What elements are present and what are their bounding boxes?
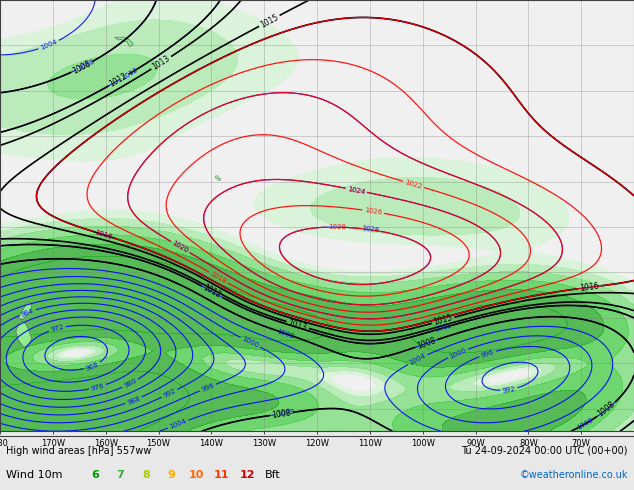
Text: 6: 6	[91, 470, 99, 480]
Text: 972: 972	[50, 324, 65, 333]
Text: 1008: 1008	[71, 59, 93, 75]
Text: 1000: 1000	[449, 347, 467, 360]
Text: 1015: 1015	[259, 12, 280, 29]
Text: 1008: 1008	[416, 336, 437, 351]
Text: ©weatheronline.co.uk: ©weatheronline.co.uk	[519, 470, 628, 480]
Text: 1013: 1013	[287, 318, 308, 332]
Text: 1016: 1016	[579, 282, 600, 293]
Text: 992: 992	[162, 388, 177, 399]
Text: 1018: 1018	[209, 270, 228, 285]
Text: 1022: 1022	[404, 179, 423, 190]
Text: 996: 996	[200, 382, 215, 393]
Text: 1015: 1015	[432, 314, 454, 327]
Text: 1024: 1024	[347, 186, 366, 195]
Text: 1008: 1008	[277, 409, 295, 417]
Text: 10: 10	[189, 470, 204, 480]
Text: High wind areas [hPa] 557ww: High wind areas [hPa] 557ww	[6, 446, 152, 456]
Text: 980: 980	[123, 378, 138, 389]
Text: 976: 976	[90, 382, 105, 392]
Text: 984: 984	[20, 307, 35, 318]
Text: 1008: 1008	[271, 408, 292, 419]
Text: 1016: 1016	[94, 229, 113, 241]
Text: 996: 996	[481, 349, 495, 359]
Text: 1026: 1026	[364, 207, 382, 216]
Text: 1000: 1000	[241, 336, 259, 349]
Text: Bft: Bft	[265, 470, 280, 480]
Text: 8: 8	[142, 470, 150, 480]
Polygon shape	[115, 37, 133, 46]
Text: 1020: 1020	[171, 240, 190, 254]
Text: Wind 10m: Wind 10m	[6, 470, 63, 480]
Text: 9: 9	[167, 470, 175, 480]
Text: 1004: 1004	[408, 353, 427, 366]
Text: 1012: 1012	[434, 322, 453, 333]
Text: 1004: 1004	[169, 418, 188, 430]
Text: 1012: 1012	[108, 72, 129, 89]
Text: 1012: 1012	[202, 283, 223, 300]
Text: 992: 992	[502, 386, 516, 393]
Text: Tu 24-09-2024 00:00 UTC (00+00): Tu 24-09-2024 00:00 UTC (00+00)	[461, 446, 628, 456]
Text: 1028: 1028	[361, 225, 379, 234]
Text: 1008: 1008	[596, 400, 617, 419]
Text: 1008: 1008	[576, 416, 595, 431]
Text: 11: 11	[214, 470, 230, 480]
Text: 1004: 1004	[39, 39, 58, 51]
Polygon shape	[18, 302, 32, 320]
Text: 1020: 1020	[171, 240, 190, 254]
Text: 12: 12	[240, 470, 255, 480]
Text: 1008: 1008	[276, 328, 295, 340]
Text: 7: 7	[117, 470, 124, 480]
Text: 1012: 1012	[120, 67, 139, 81]
Text: 1024: 1024	[347, 186, 366, 195]
Text: 1016: 1016	[94, 229, 113, 241]
Text: 1008: 1008	[77, 58, 95, 72]
Text: 988: 988	[126, 395, 141, 406]
Circle shape	[217, 178, 221, 181]
Polygon shape	[16, 321, 32, 347]
Circle shape	[215, 175, 218, 178]
Text: 1028: 1028	[328, 224, 346, 230]
Text: 968: 968	[85, 361, 100, 371]
Text: 1013: 1013	[151, 54, 172, 72]
